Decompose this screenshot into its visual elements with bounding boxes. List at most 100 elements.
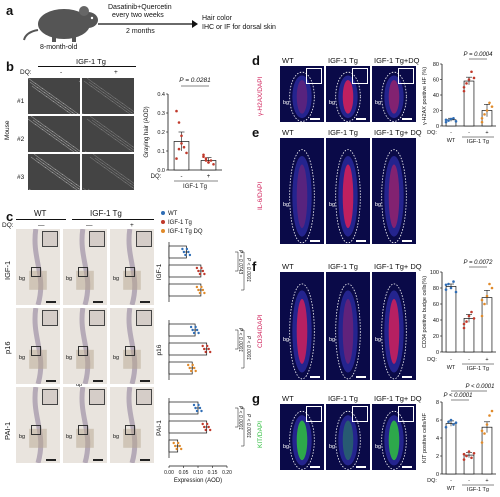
hair-strand — [86, 118, 96, 126]
ihc-bg-label: bg — [19, 355, 26, 362]
hair-strand — [82, 112, 84, 114]
hair-strand — [68, 178, 78, 186]
panel-label-e: e — [252, 125, 260, 140]
panel_f-scale-bar — [356, 376, 366, 378]
hair-strand — [121, 143, 131, 151]
panel_g-header-1: IGF-1 Tg — [328, 394, 358, 403]
hair-strand — [65, 140, 75, 148]
panel_e-bg-label: bg — [375, 201, 382, 208]
panel_g-bg-label: bg — [283, 443, 290, 450]
chart-g-ylabel: KIT positive cells/HF — [422, 412, 428, 463]
panel-c-header-tg: IGF-1 Tg — [90, 209, 122, 218]
chart-c-bar — [168, 401, 199, 415]
hair-strand — [114, 97, 124, 105]
hair-strand — [124, 140, 134, 148]
hair-strand — [39, 124, 49, 132]
chart-d-point — [490, 105, 494, 108]
hair-strand — [65, 181, 75, 189]
chart-f-dq-label: DQ: — [427, 357, 437, 363]
chart-b-category: + — [207, 174, 211, 180]
panel_f-scale-bar — [310, 376, 320, 378]
hair-strand — [28, 78, 37, 85]
if-stain-signal — [296, 299, 308, 364]
chart-b-point — [207, 161, 210, 164]
chart-c-point — [188, 253, 192, 257]
chart-c-bar — [168, 283, 202, 297]
if-outline — [381, 149, 407, 244]
chart-c-point — [197, 403, 200, 407]
hair-strand — [96, 161, 106, 169]
outcome-line2: IHC or IF for dorsal skin — [202, 24, 276, 31]
hair-strand — [118, 105, 128, 113]
chart-c-point — [197, 269, 200, 273]
chart-f-ytick-label: 40 — [433, 318, 439, 324]
hair-strand — [128, 107, 134, 113]
panel_d-image-0 — [280, 66, 324, 122]
hair-strand — [44, 166, 54, 174]
chart-f-point — [483, 302, 486, 306]
chart-c-point — [207, 425, 210, 429]
chart-g-dq-mark: - — [450, 478, 452, 484]
hair-strand — [33, 154, 43, 161]
chart-d-point — [444, 120, 448, 124]
chart-g-bar — [445, 423, 457, 475]
chart-f-category: WT — [447, 365, 456, 371]
chart-d-category: WT — [447, 138, 456, 144]
chart-c-bracket — [241, 251, 245, 291]
hair-strand — [28, 188, 31, 190]
chart-c-bracket — [235, 407, 239, 428]
chart-c-group-label: IGF-1 — [156, 263, 163, 280]
panel_d-inset-box — [398, 68, 414, 84]
chart-c-point — [206, 344, 209, 348]
chart-g-point — [462, 452, 466, 456]
if-follicle-drawing — [381, 283, 407, 380]
chart-c-xtick-label: 0.10 — [193, 470, 203, 476]
panel-b-row-axis: Mouse — [4, 120, 11, 140]
hair-strand — [43, 91, 53, 99]
hair-strand — [74, 149, 79, 152]
if-stain-signal — [388, 164, 400, 229]
hair-strand — [119, 139, 129, 147]
panel-label-c: c — [6, 209, 14, 224]
chart-b-point — [175, 109, 178, 113]
ihc-bg-label: bg — [113, 355, 120, 362]
chart-c-bracket — [241, 329, 245, 369]
hair-strand — [71, 111, 76, 114]
ihc-roi-box — [31, 267, 42, 277]
if-follicle-drawing — [289, 410, 315, 470]
chart-c-point — [191, 363, 194, 367]
outcome-line1: Hair color — [202, 15, 232, 22]
chart-c-point — [195, 285, 199, 289]
panel_e-scale-bar — [356, 240, 366, 242]
hair-strand — [87, 188, 90, 190]
chart-g-ytick-label: 8 — [436, 400, 439, 406]
panel-b-dq-label: DQ: — [20, 69, 32, 76]
ihc-roi-box — [78, 425, 89, 435]
chart-c-point — [194, 369, 197, 373]
chart-g-group-label: IGF-1 Tg — [467, 487, 489, 493]
hair-strand — [93, 82, 103, 90]
hair-strand — [37, 161, 47, 169]
hair-strand — [100, 87, 110, 95]
ihc-stain — [29, 349, 47, 369]
panel-b-row-1: #1 — [17, 98, 25, 105]
hair-strand — [62, 143, 72, 151]
hair-strand — [69, 107, 79, 114]
panel_f-image-0 — [280, 272, 324, 380]
ihc-bg-label: bg — [66, 276, 73, 283]
hair-strand — [101, 162, 111, 170]
hair-strand — [28, 118, 37, 126]
hair-strand — [52, 100, 62, 108]
chart-f-point — [485, 294, 489, 298]
ihc-inset-box — [136, 310, 152, 326]
chart-c-pvalue: P < 0.0001 — [237, 328, 243, 352]
hair-strand — [121, 102, 131, 110]
ihc-stain — [76, 270, 94, 290]
panel_e-scale-bar — [402, 240, 412, 242]
chart-f-group-label: IGF-1 Tg — [467, 366, 489, 372]
chart-d-group-label: IGF-1 Tg — [467, 139, 489, 145]
panel-c-dp-label: dp — [76, 382, 83, 388]
hair-strand — [60, 139, 70, 147]
chart-c-group-label: PAI-1 — [156, 420, 163, 436]
if-outline — [335, 283, 361, 380]
